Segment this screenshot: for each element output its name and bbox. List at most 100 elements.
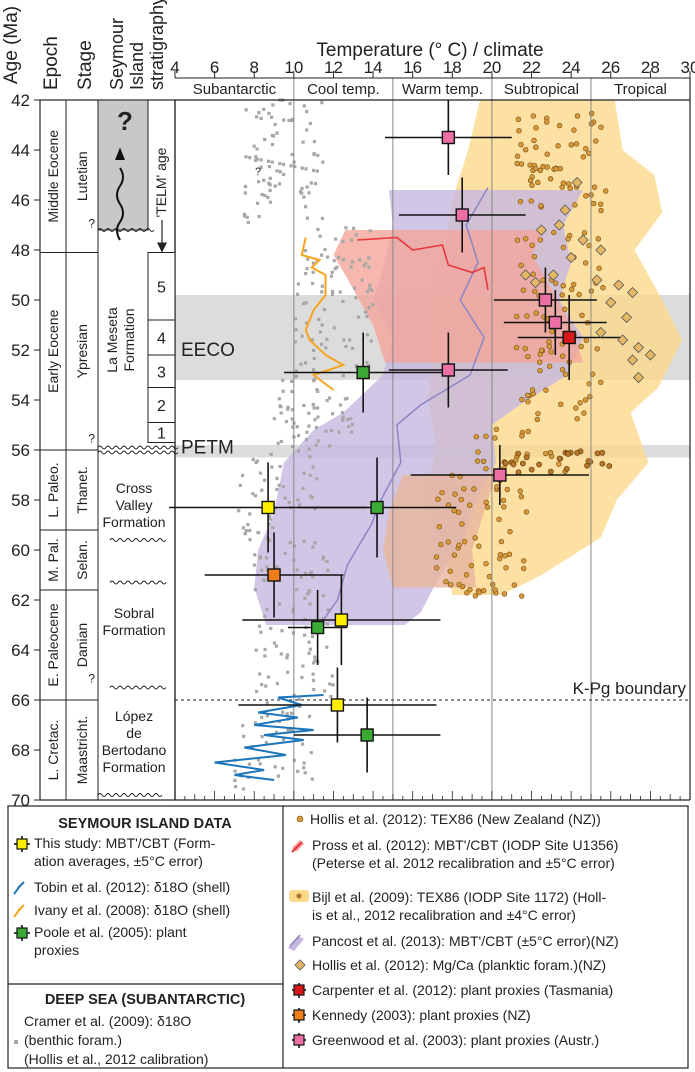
tex86-nz-point bbox=[603, 188, 609, 194]
tex86-nz-point bbox=[456, 581, 462, 588]
benthic-foram-point bbox=[297, 503, 302, 507]
tex86-nz-point bbox=[436, 524, 443, 530]
benthic-foram-point bbox=[368, 283, 372, 287]
benthic-foram-point bbox=[273, 765, 277, 769]
tex86-nz-point bbox=[583, 145, 589, 152]
x-tick-label: 30 bbox=[681, 58, 695, 77]
benthic-foram-point bbox=[348, 338, 352, 342]
benthic-foram-point bbox=[297, 697, 301, 701]
tex86-nz-point bbox=[560, 282, 566, 289]
benthic-foram-point bbox=[312, 139, 316, 144]
y-tick-label: 60 bbox=[11, 541, 30, 560]
epoch-label: L. Cretac. bbox=[45, 720, 61, 781]
tex86-nz-point bbox=[573, 405, 579, 411]
benthic-foram-point bbox=[301, 486, 305, 490]
benthic-foram-point bbox=[314, 443, 318, 447]
benthic-foram-point bbox=[270, 133, 274, 138]
legend-item-text: Poole et al. (2005): plant bbox=[34, 924, 187, 940]
benthic-foram-point bbox=[282, 172, 286, 177]
data-point bbox=[370, 500, 384, 515]
tex86-nz-point bbox=[552, 280, 559, 286]
benthic-foram-point bbox=[295, 588, 299, 592]
unconformity-line bbox=[97, 445, 179, 450]
tex86-nz-point bbox=[475, 449, 481, 455]
data-point bbox=[493, 468, 507, 482]
benthic-foram-point bbox=[290, 379, 294, 384]
benthic-foram-point bbox=[309, 181, 313, 185]
benthic-foram-point bbox=[240, 473, 245, 478]
benthic-foram-point bbox=[258, 672, 262, 676]
benthic-foram-point bbox=[354, 296, 358, 300]
y-tick-label: 54 bbox=[11, 391, 30, 410]
tex86-nz-point bbox=[546, 339, 552, 345]
tex86-nz-point bbox=[528, 198, 534, 204]
benthic-foram-point bbox=[335, 265, 339, 269]
series-line bbox=[214, 694, 324, 781]
mgca-point bbox=[559, 204, 571, 216]
legend-symbol bbox=[288, 936, 304, 951]
benthic-foram-point bbox=[266, 159, 271, 163]
y-tick-label: 50 bbox=[11, 291, 30, 310]
benthic-foram-point bbox=[308, 647, 312, 651]
benthic-foram-point bbox=[245, 215, 249, 219]
tex86-nz-point bbox=[522, 345, 528, 352]
tex86-nz-point bbox=[511, 582, 518, 588]
benthic-foram-point bbox=[312, 356, 316, 361]
telm-unit bbox=[147, 387, 176, 423]
benthic-foram-point bbox=[337, 255, 341, 260]
tex86-nz-point bbox=[458, 496, 464, 503]
legend-symbol bbox=[296, 815, 304, 823]
benthic-foram-point bbox=[248, 528, 252, 533]
benthic-foram-point bbox=[300, 186, 304, 191]
benthic-foram-point bbox=[302, 471, 306, 475]
benthic-foram-point bbox=[270, 525, 275, 530]
stage-label: Thanet. bbox=[74, 466, 90, 513]
benthic-foram-point bbox=[367, 256, 371, 260]
benthic-foram-point bbox=[253, 494, 258, 498]
data-point bbox=[330, 698, 345, 712]
tex86-nz-point bbox=[519, 460, 526, 467]
benthic-foram-point bbox=[312, 152, 316, 156]
x-tick-label: 4 bbox=[170, 58, 179, 77]
benthic-foram-point bbox=[243, 532, 247, 536]
tex86-nz-point bbox=[483, 499, 489, 505]
benthic-foram-point bbox=[320, 290, 324, 294]
formation-label: La Meseta bbox=[104, 307, 120, 373]
benthic-foram-point bbox=[274, 644, 278, 648]
tex86-nz-point bbox=[560, 244, 567, 251]
x-tick-label: 18 bbox=[443, 58, 462, 77]
telm-unit-label: 3 bbox=[157, 364, 166, 381]
grid-lines: Subantarctic Cool temp. Warm temp. Subtropi… bbox=[170, 58, 695, 801]
benthic-foram-point bbox=[341, 374, 345, 378]
tex86-nz-point bbox=[536, 461, 542, 468]
benthic-foram-point bbox=[266, 675, 270, 679]
eeco-label: EECO bbox=[181, 340, 235, 361]
benthic-foram-point bbox=[289, 728, 294, 732]
strat-column-header: stratigraphy bbox=[147, 0, 167, 90]
tex86-nz-point bbox=[530, 113, 537, 119]
benthic-foram-point bbox=[327, 396, 332, 400]
benthic-foram-point bbox=[310, 495, 315, 500]
tex86-nz-point bbox=[544, 164, 551, 170]
tex86-nz-point bbox=[518, 262, 524, 269]
benthic-foram-point bbox=[290, 417, 294, 421]
tex86-nz-point bbox=[455, 509, 462, 516]
benthic-foram-point bbox=[277, 182, 282, 186]
benthic-foram-point bbox=[242, 734, 246, 739]
benthic-foram-point bbox=[273, 506, 278, 510]
tex86-nz-point bbox=[567, 185, 573, 191]
benthic-foram-point bbox=[279, 652, 283, 656]
benthic-foram-point bbox=[300, 166, 304, 170]
benthic-foram-point bbox=[330, 674, 334, 678]
benthic-foram-point bbox=[308, 121, 312, 126]
tex86-nz-point bbox=[525, 399, 531, 405]
benthic-foram-point bbox=[305, 430, 309, 434]
stage-label: Selan. bbox=[74, 540, 90, 580]
tex86-nz-point bbox=[538, 202, 544, 209]
tex86-nz-point bbox=[525, 353, 531, 360]
tex86-nz-point bbox=[451, 552, 458, 558]
tex86-nz-point bbox=[522, 236, 529, 242]
tex86-nz-point bbox=[582, 397, 589, 403]
tex86-nz-point bbox=[556, 122, 563, 129]
